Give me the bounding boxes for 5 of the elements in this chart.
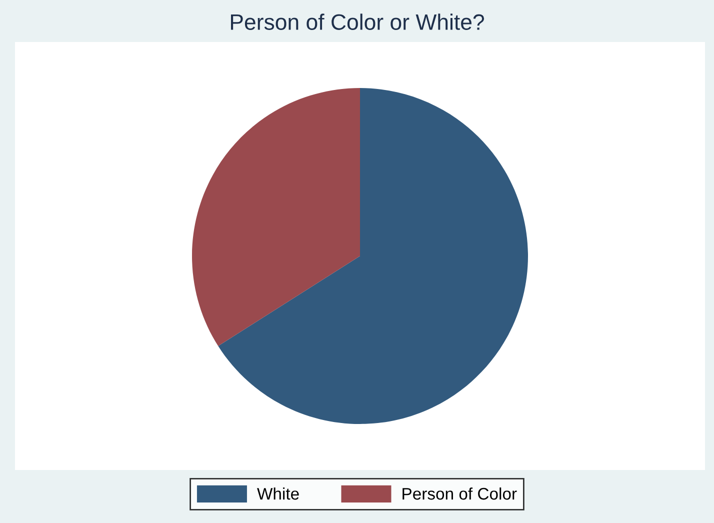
chart-title: Person of Color or White?: [231, 14, 484, 30]
legend-label: White: [257, 487, 299, 500]
pie-slice: [192, 88, 360, 346]
legend-label: Person of Color: [402, 487, 517, 500]
pie-slice: [218, 88, 528, 424]
